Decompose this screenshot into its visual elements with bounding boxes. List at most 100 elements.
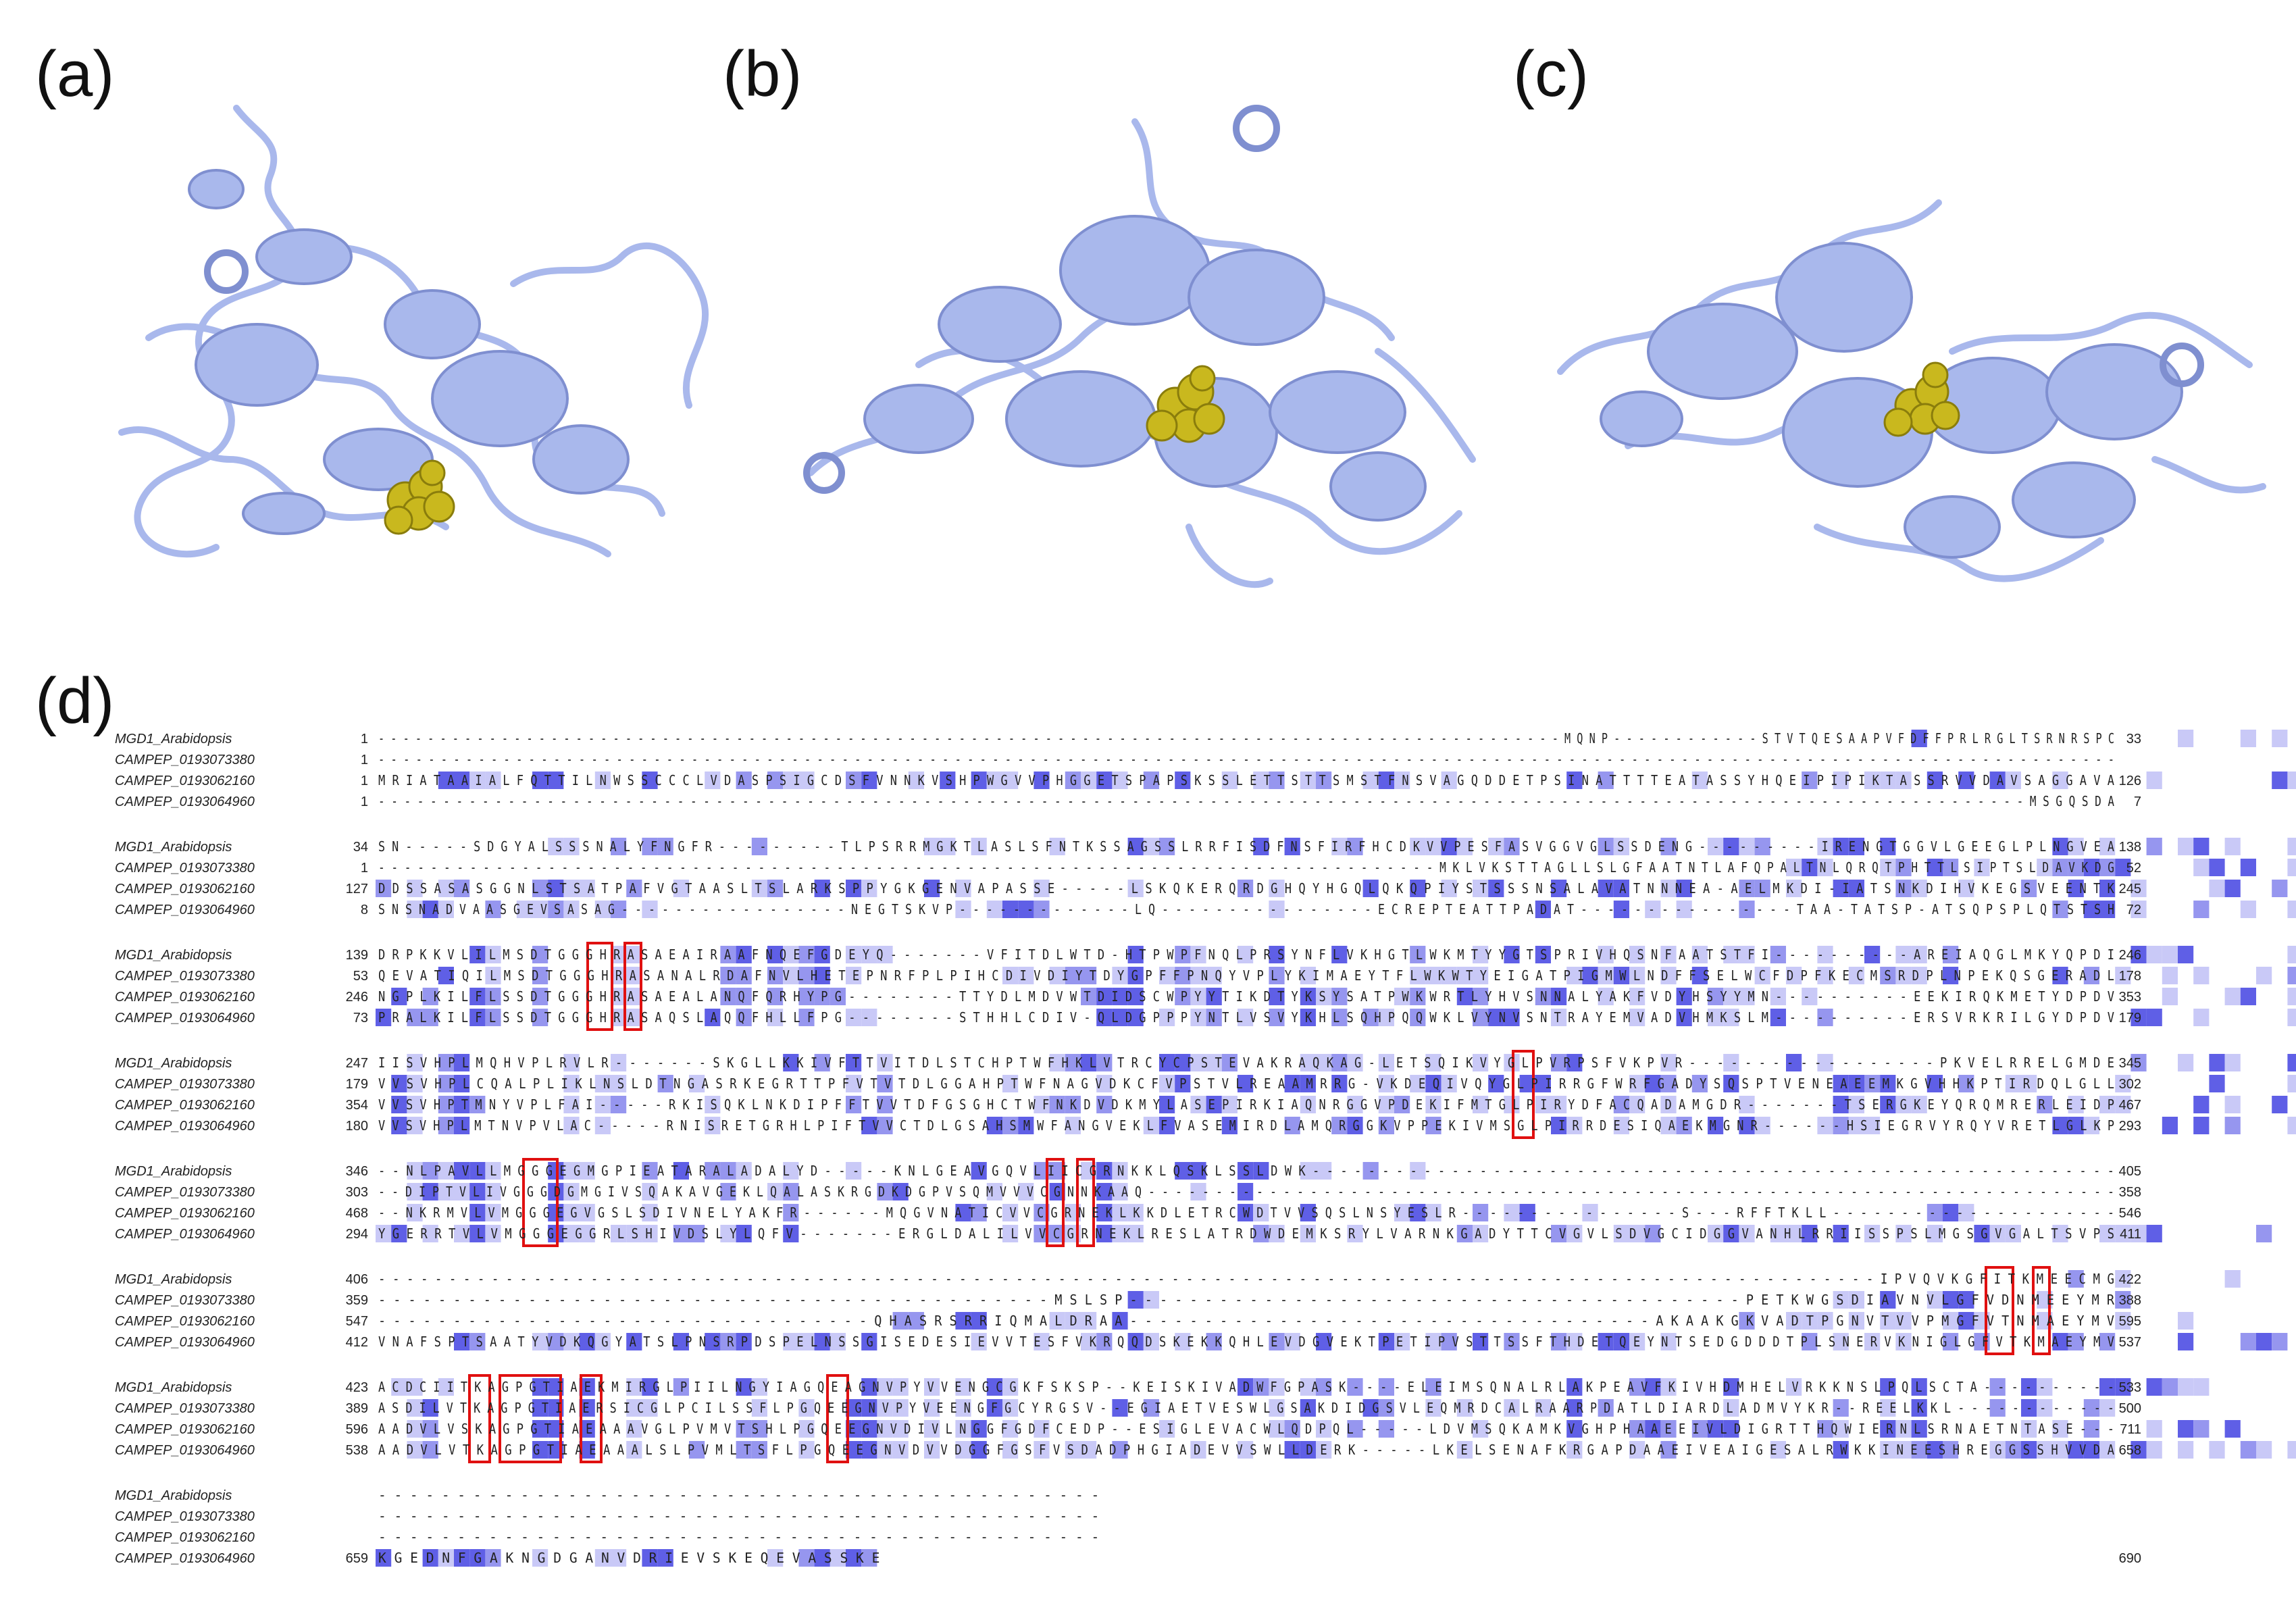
conservation-cell [485,901,501,918]
conservation-cell [1927,1204,1943,1221]
conservation-cell [2115,1312,2131,1330]
conservation-cell [751,838,767,855]
seq-name: MGD1_Arabidopsis [115,1056,232,1071]
conservation-cell [1880,1096,1896,1113]
conservation-cell [1300,1009,1316,1026]
conservation-cell [1347,1225,1363,1242]
conservation-cell [2068,1333,2084,1350]
conservation-cell [548,838,564,855]
conservation-cell [924,880,940,897]
conservation-cell [1566,1054,1583,1071]
conservation-cell [1880,859,1896,876]
conservation-cell [2178,730,2194,747]
conservation-cell [798,1333,815,1350]
conservation-cell [877,1075,893,1092]
seq-end-position: 302 [2119,1077,2141,1092]
conservation-cell [1143,1333,1159,1350]
conservation-cell [1566,967,1583,984]
seq-end-position: 52 [2126,861,2141,876]
panel-label-b: (b) [723,38,802,110]
conservation-cell [1096,1162,1113,1180]
conservation-cell [1034,901,1050,918]
conservation-cell [1034,772,1050,789]
conservation-cell [1691,1075,1708,1092]
conservation-cell [705,1162,721,1180]
conservation-cell [1175,1333,1191,1350]
conservation-cell [1159,1096,1175,1113]
conservation-cell [532,901,549,918]
seq-start-position: 246 [346,990,368,1005]
conservation-cell [1410,1204,1426,1221]
conservation-cell [1410,946,1426,963]
seq-start-position: 359 [346,1293,368,1308]
conservation-cell [1238,946,1254,963]
conservation-cell [1880,1441,1896,1459]
conservation-cell [2052,1333,2068,1350]
conservation-cell [1770,988,1786,1005]
seq-name: CAMPEP_0193064960 [115,1011,255,1026]
seq-end-position: 711 [2120,1422,2141,1437]
sequence-row: Q E V A T I Q I L M S D T G G G H R A S … [378,967,2114,984]
conservation-cell [783,967,799,984]
conservation-cell [642,1399,658,1417]
conservation-cell [407,1441,423,1459]
conservation-cell [783,772,799,789]
conservation-cell [814,946,830,963]
conservation-cell [1848,1075,1864,1092]
conservation-cell [1473,1009,1489,1026]
conservation-cell [611,967,627,984]
conservation-cell [2083,1420,2099,1438]
conservation-cell [1676,901,1692,918]
conservation-cell [1566,1117,1583,1134]
conservation-cell [1127,838,1144,855]
conservation-cell [1911,730,1927,747]
conservation-cell [1958,1291,1974,1309]
conservation-cell [1943,946,1959,963]
conservation-cell [892,1312,909,1330]
conservation-cell [1253,772,1269,789]
conservation-cell [877,1441,893,1459]
conservation-cell [1723,1420,1739,1438]
seq-start-position: 346 [346,1164,368,1179]
conservation-cell [1190,1054,1206,1071]
conservation-cell [783,1225,799,1242]
conservation-cell [454,1096,470,1113]
conservation-cell [1362,880,1379,897]
conservation-cell [2099,859,2116,876]
seq-end-position: 33 [2126,732,2141,747]
conservation-cell [1880,1420,1896,1438]
conservation-cell [2083,1399,2099,1417]
conservation-cell [1127,988,1144,1005]
conservation-cell [1958,880,1974,897]
conservation-cell [2083,1441,2099,1459]
seq-start-position: 303 [346,1185,368,1200]
conservation-cell [955,1441,971,1459]
conservation-cell [1582,1204,1598,1221]
sequence-row: - - - - - - - - - - - - - - - - - - - - … [378,1292,2115,1308]
conservation-cell [1221,1054,1238,1071]
conservation-cell [2178,1378,2194,1396]
conservation-cell [2178,1441,2194,1459]
conservation-cell [2052,1225,2068,1242]
conservation-cell [1473,1054,1489,1071]
conservation-cell [2021,1378,2037,1396]
sequence-row: M R I A T A A I A L F Q T T I L N W S S … [378,772,2114,788]
conservation-cell [908,772,924,789]
conservation-cell [2256,967,2272,984]
conservation-cell [407,880,423,897]
conservation-cell [2083,859,2099,876]
conservation-cell [1488,880,1504,897]
panel-label-a: (a) [35,38,115,110]
conservation-cell [1786,967,1802,984]
conservation-cell [642,1183,658,1200]
conservation-cell [1065,967,1081,984]
conservation-cell [2099,880,2116,897]
conservation-cell [1378,1420,1394,1438]
conservation-cell [2162,1117,2178,1134]
conservation-cell [1284,1333,1300,1350]
conservation-cell [1660,967,1677,984]
conservation-cell [767,1183,784,1200]
conservation-cell [1410,988,1426,1005]
conservation-cell [1551,1333,1567,1350]
conservation-cell [1049,1162,1065,1180]
